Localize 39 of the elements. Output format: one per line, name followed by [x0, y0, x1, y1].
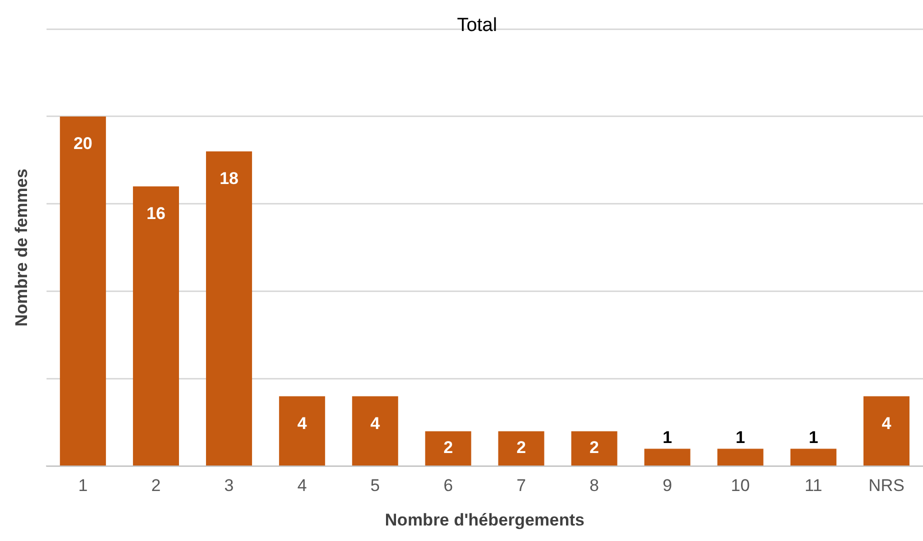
bar: [717, 448, 764, 466]
bar: [863, 396, 910, 466]
bar: [571, 431, 618, 466]
x-tick-label: 1: [78, 476, 88, 496]
data-label: 1: [662, 428, 672, 447]
x-tick-label: 4: [297, 476, 307, 496]
x-axis-title: Nombre d'hébergements: [384, 510, 584, 530]
data-label: 2: [590, 438, 600, 458]
x-tick-label: 7: [516, 476, 526, 496]
chart-title: Total: [456, 15, 498, 36]
bar: [644, 448, 690, 466]
data-label: 20: [73, 134, 92, 154]
bar: [352, 396, 398, 466]
x-tick-label: 8: [590, 476, 600, 496]
data-label: 16: [146, 204, 166, 224]
bar: [425, 431, 472, 466]
data-label: 4: [370, 414, 380, 433]
bar: [132, 186, 179, 466]
data-label: 2: [443, 438, 453, 458]
y-axis-title: Nombre de femmes: [12, 168, 31, 326]
bar: [206, 151, 252, 466]
data-label: 1: [808, 428, 818, 447]
bar: [60, 116, 106, 466]
x-tick-label: 5: [370, 476, 380, 496]
bar: [279, 396, 326, 466]
x-tick-label: 10: [730, 476, 750, 496]
data-label: 2: [516, 438, 526, 458]
x-tick-label: 2: [151, 476, 161, 496]
x-tick-label: NRS: [868, 476, 904, 496]
data-label: 1: [736, 428, 746, 447]
data-label: 18: [220, 169, 238, 188]
data-label: 4: [297, 414, 308, 433]
data-label: 4: [882, 414, 892, 433]
x-tick-label: 3: [224, 476, 234, 496]
x-tick-label: 9: [662, 476, 672, 496]
bar: [790, 448, 836, 466]
x-tick-label: 6: [443, 476, 453, 496]
bar: [498, 431, 544, 466]
x-tick-label: 11: [804, 476, 822, 496]
